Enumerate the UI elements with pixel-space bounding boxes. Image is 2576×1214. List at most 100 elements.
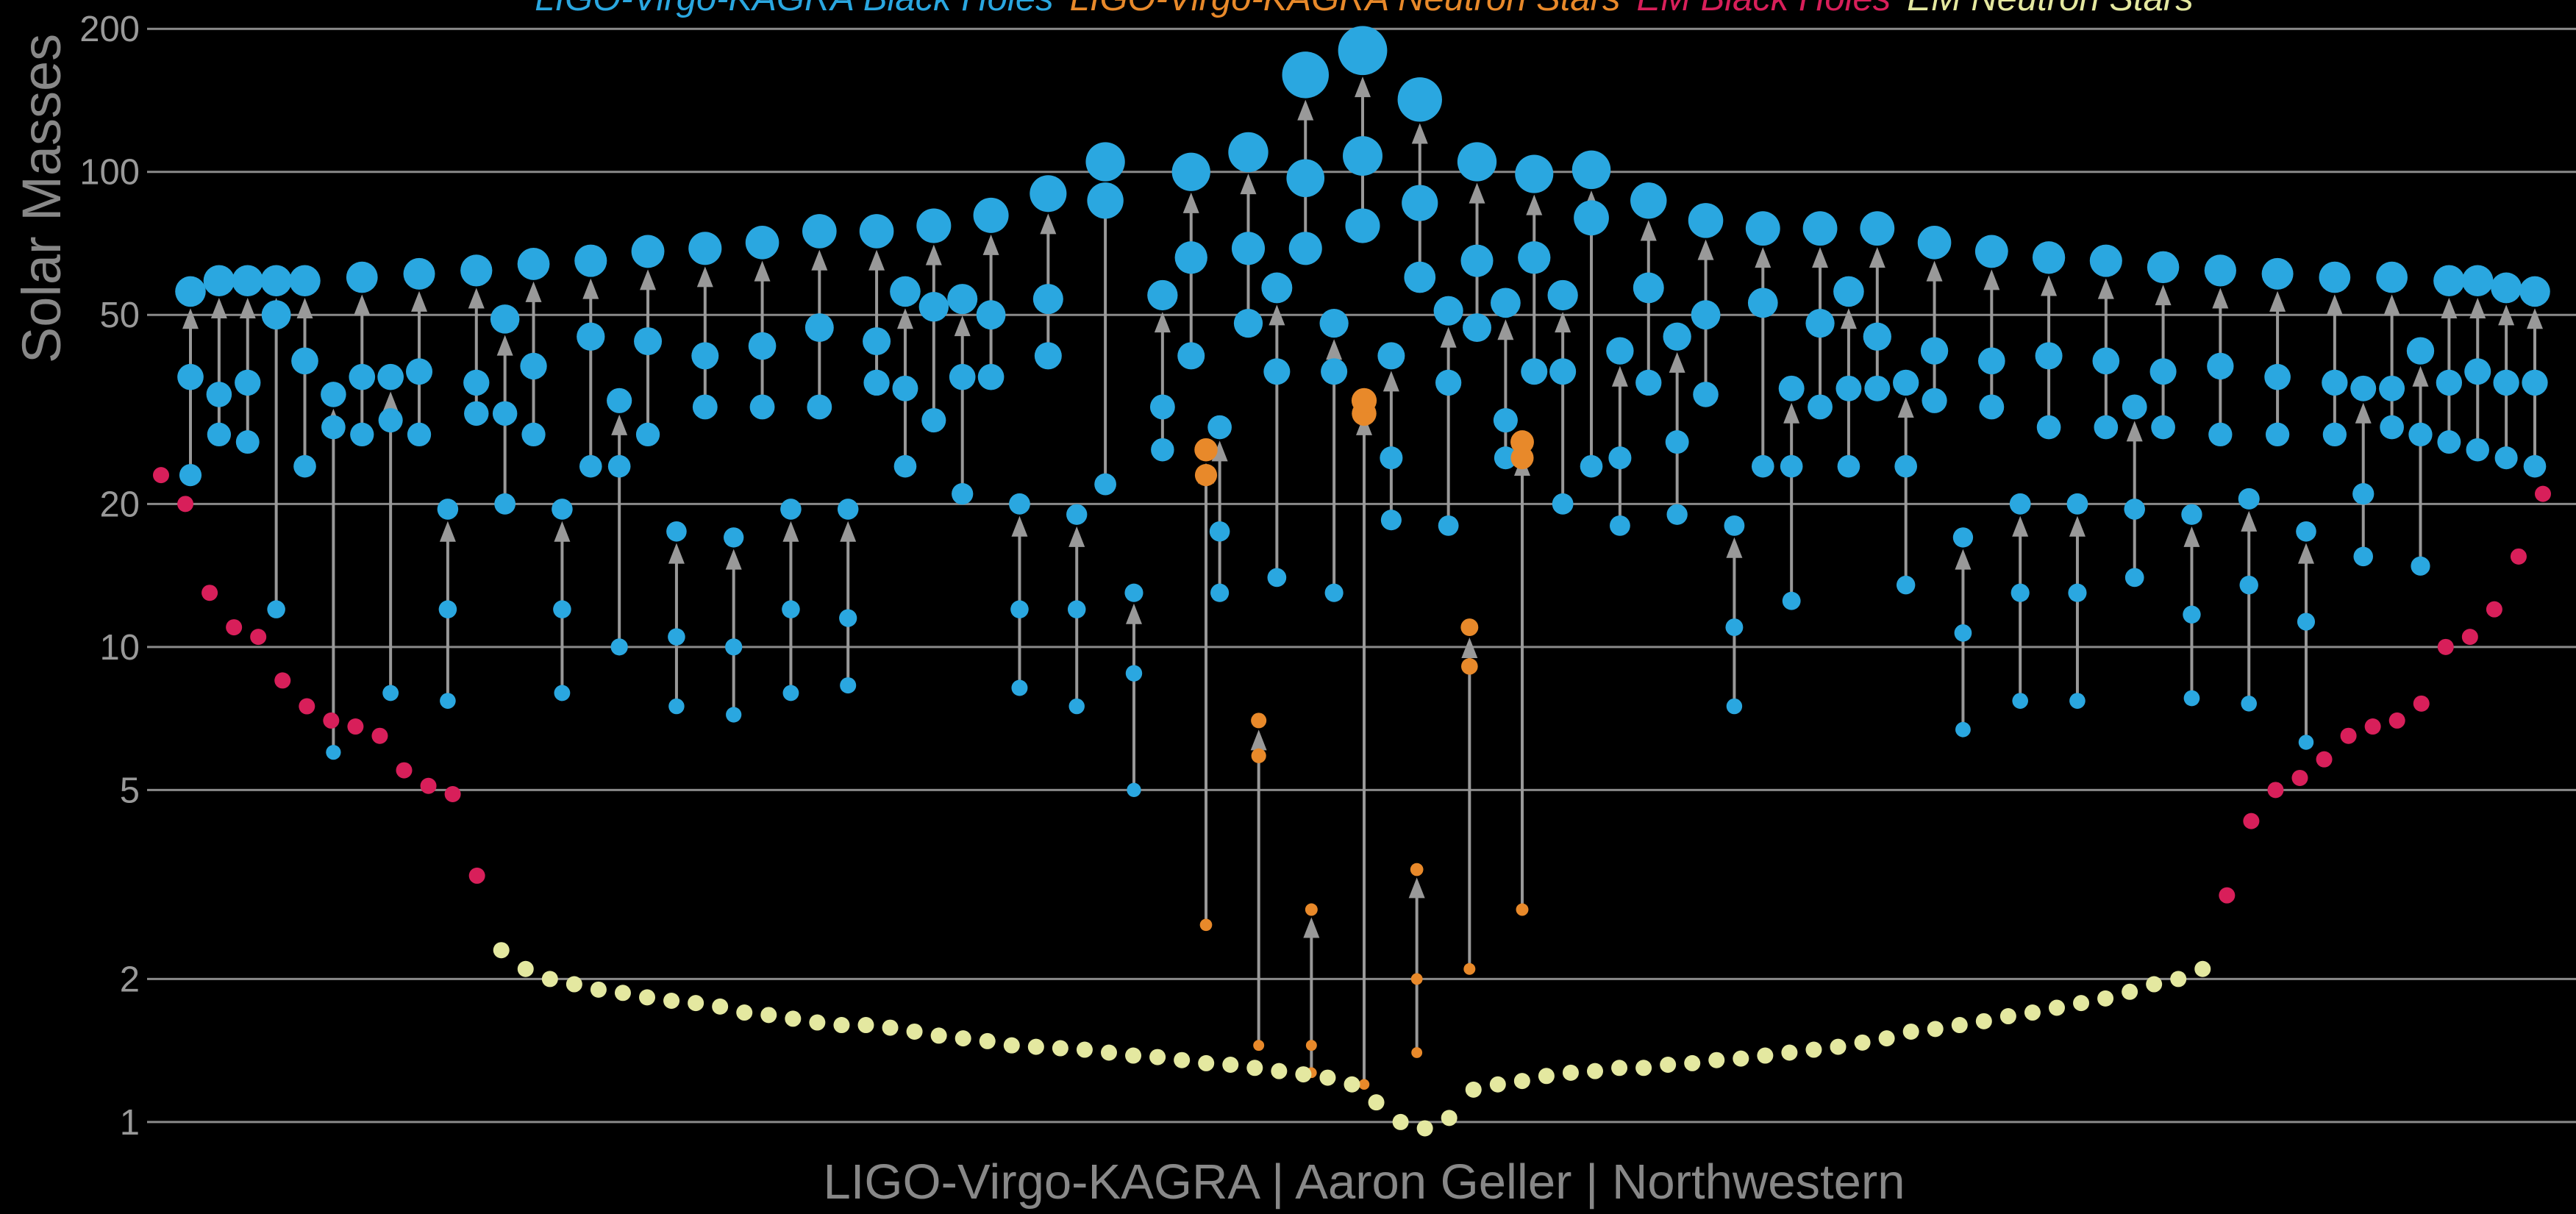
mass-point — [863, 327, 891, 356]
mass-point — [782, 685, 799, 701]
y-axis-label: Solar Masses — [11, 34, 72, 363]
mass-point — [2009, 493, 2031, 515]
arrow-head — [411, 290, 428, 312]
em-point — [1927, 1021, 1944, 1038]
em-point — [153, 467, 169, 484]
mass-point — [2522, 369, 2548, 396]
mass-point — [634, 327, 663, 356]
mass-point — [1808, 394, 1833, 420]
mass-point — [1693, 382, 1719, 407]
arrow-head — [1640, 220, 1657, 241]
arrow-head — [611, 414, 628, 435]
mass-point — [1608, 446, 1632, 470]
em-point — [1902, 1023, 1919, 1040]
mass-point — [668, 628, 685, 646]
em-point — [2219, 887, 2236, 904]
mass-point — [1463, 313, 1491, 343]
em-point — [299, 698, 315, 715]
mass-point — [377, 363, 404, 390]
mass-point — [1410, 973, 1423, 985]
em-point — [2146, 976, 2163, 993]
mass-point — [260, 265, 292, 296]
arrow-head — [840, 521, 857, 542]
arrow-head — [1297, 99, 1314, 121]
mass-point — [1974, 235, 2008, 268]
mass-point — [1194, 464, 1218, 487]
mass-point — [1574, 200, 1609, 236]
em-point — [833, 1017, 850, 1034]
mass-point — [2379, 375, 2405, 401]
mass-point — [2208, 422, 2233, 447]
mass-point — [2069, 693, 2086, 709]
arrow-head — [1326, 339, 1343, 360]
mass-point — [1747, 288, 1778, 318]
arrow-head — [496, 335, 513, 356]
mass-point — [2092, 347, 2120, 375]
mass-point — [1377, 342, 1405, 370]
arrow-head — [1154, 312, 1171, 333]
em-point — [396, 762, 413, 779]
mass-point — [2319, 261, 2351, 293]
mass-point — [1094, 473, 1116, 496]
em-point — [1587, 1063, 1604, 1079]
arrow-head — [382, 391, 399, 413]
mass-point — [2353, 546, 2374, 567]
mass-point — [1893, 369, 1919, 396]
arrow-head — [811, 249, 828, 271]
mass-point — [1688, 203, 1724, 238]
em-point — [2170, 971, 2187, 988]
mass-point — [1433, 296, 1463, 326]
mass-point — [235, 430, 260, 454]
em-point — [639, 989, 656, 1006]
mass-point — [890, 276, 921, 307]
em-point — [2267, 782, 2284, 799]
arrow-head — [554, 521, 571, 542]
mass-point — [1606, 337, 1634, 365]
mass-point — [1633, 272, 1664, 304]
em-point — [541, 971, 558, 988]
arrow-head — [2155, 285, 2172, 306]
arrow-head — [1869, 247, 1885, 268]
mass-point — [1663, 322, 1691, 351]
mass-point — [1087, 182, 1124, 219]
arrow-head — [2412, 365, 2429, 387]
mass-point — [921, 408, 946, 433]
mass-point — [2032, 241, 2066, 274]
arrow-head — [1011, 515, 1028, 537]
em-point — [2243, 813, 2260, 829]
arrow-head — [754, 260, 771, 282]
mass-point — [725, 638, 743, 656]
arrow-head — [1697, 239, 1714, 260]
mass-point — [1380, 510, 1402, 531]
y-tick-label: 200 — [79, 10, 140, 49]
mass-point — [175, 276, 206, 307]
mass-point — [749, 394, 775, 420]
mass-point — [807, 394, 832, 420]
mass-point — [2238, 488, 2260, 510]
mass-point — [607, 454, 631, 478]
mass-point — [494, 493, 516, 515]
mass-point — [2147, 251, 2180, 284]
mass-point — [2411, 556, 2430, 576]
em-point — [1562, 1064, 1579, 1081]
em-point — [1100, 1044, 1117, 1061]
arrow-head — [1182, 192, 1199, 213]
mass-point — [947, 284, 978, 315]
mass-point — [1457, 142, 1497, 182]
mass-point — [859, 214, 894, 249]
mass-point — [1351, 388, 1377, 413]
mass-point — [1802, 211, 1838, 246]
mass-point — [1725, 618, 1744, 637]
arrow-head — [2383, 294, 2400, 315]
em-point — [1684, 1054, 1701, 1071]
y-tick-label: 5 — [120, 771, 140, 810]
arrow-head — [354, 294, 371, 315]
arrow-head — [1526, 194, 1543, 215]
mass-point — [1199, 918, 1213, 932]
mass-point — [1151, 438, 1174, 462]
em-point — [1854, 1034, 1871, 1051]
legend-entry: EM Neutron Stars — [1907, 0, 2193, 18]
arrow-head — [1755, 247, 1772, 268]
mass-point — [1435, 369, 1462, 396]
legend-entry: LIGO-Virgo-KAGRA Black Holes — [535, 0, 1053, 18]
